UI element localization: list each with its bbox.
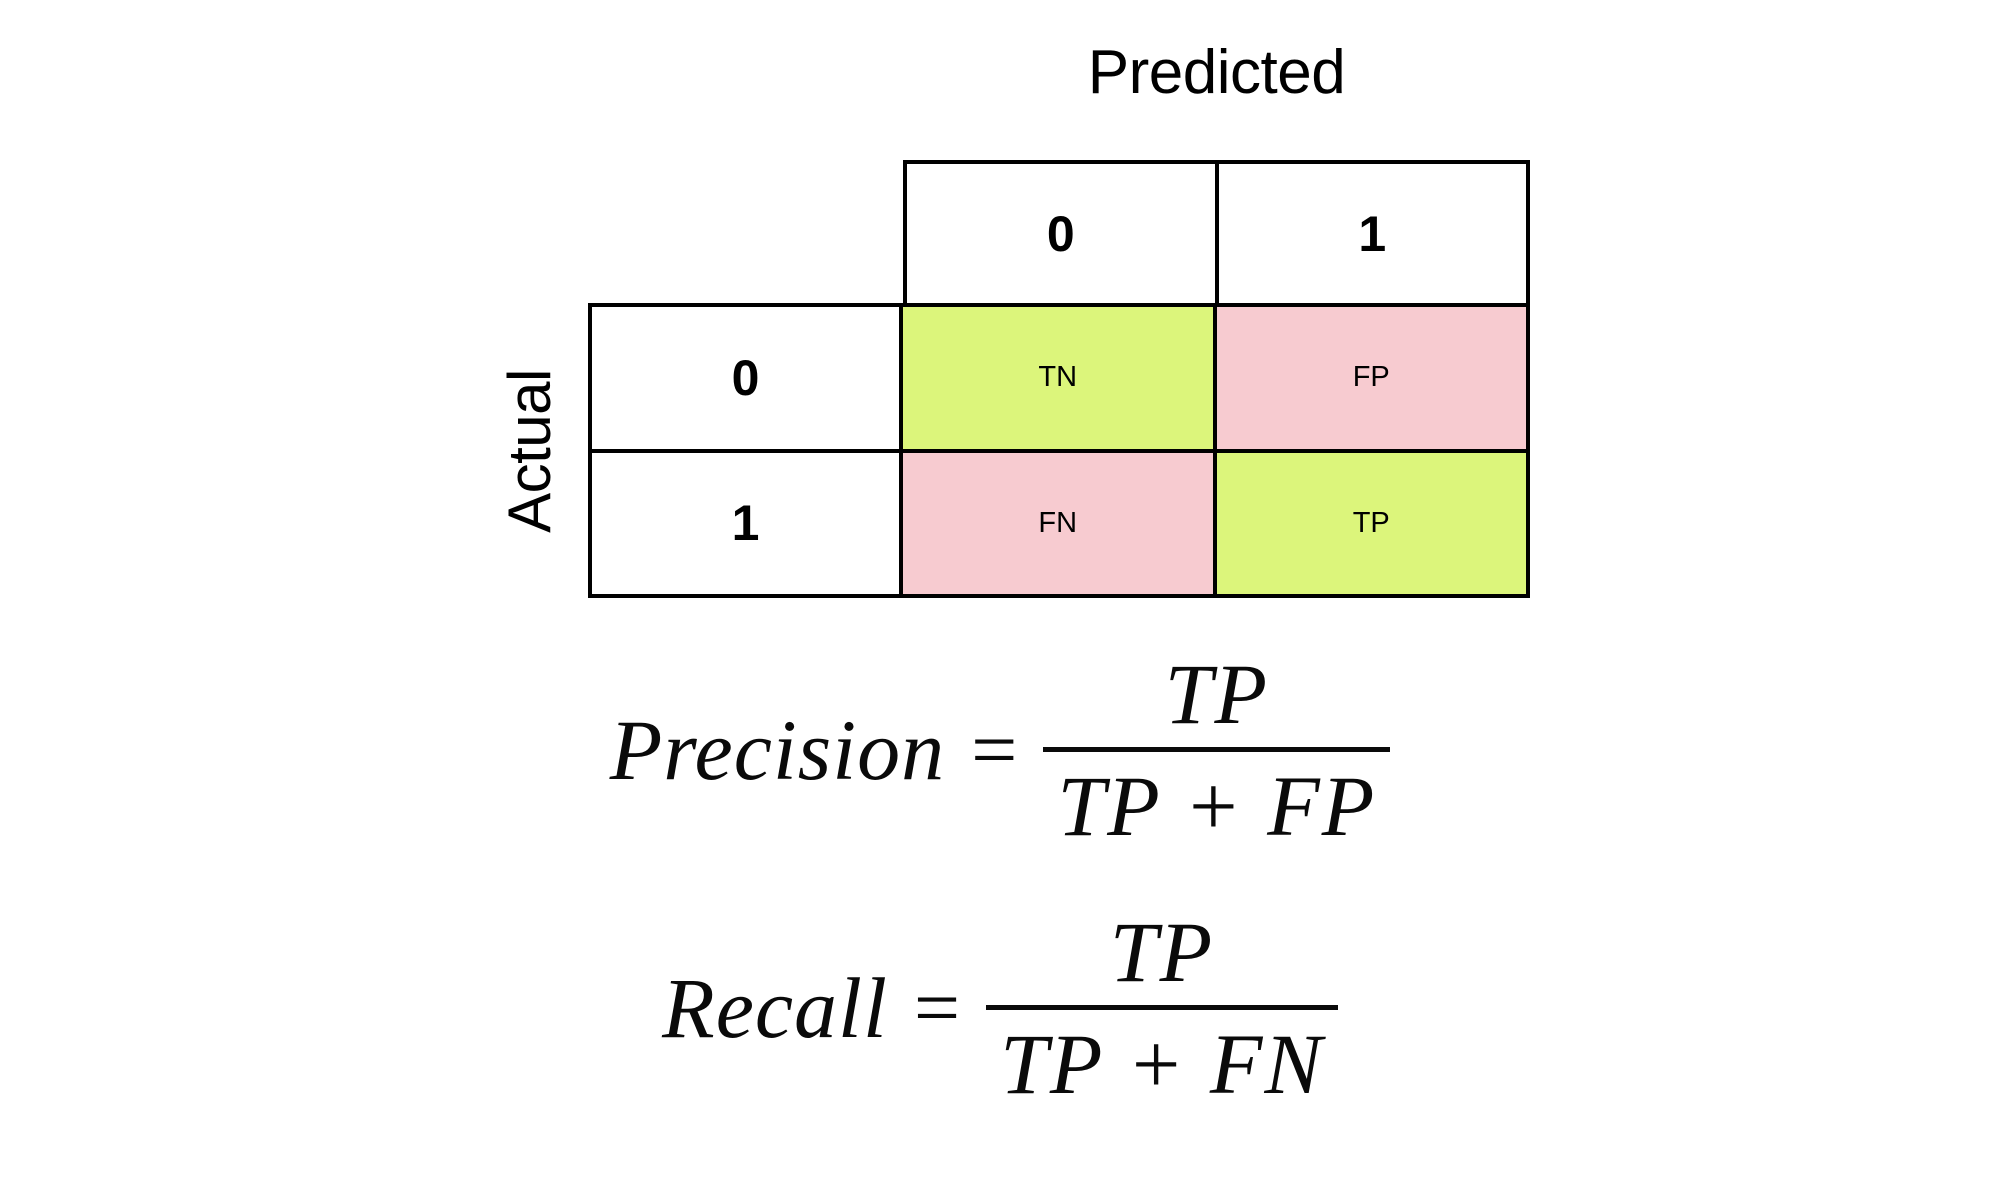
recall-fraction-bar xyxy=(986,1004,1338,1010)
recall-fraction: TP TP + FN xyxy=(986,903,1338,1112)
recall-equals-sign: = xyxy=(913,962,961,1053)
precision-equals-sign: = xyxy=(971,704,1018,795)
cell-false-negative: FN xyxy=(903,452,1213,594)
matrix-row-actual-0: 0 TN FP xyxy=(592,307,1526,449)
predicted-header-row: 0 1 xyxy=(903,160,1530,303)
predicted-header-0: 0 xyxy=(907,164,1215,303)
precision-formula: Precision = TP TP + FP xyxy=(0,620,2000,880)
confusion-matrix-figure: Predicted Actual 0 1 0 TN FP 1 FN TP xyxy=(492,38,1530,598)
precision-denominator: TP + FP xyxy=(1057,757,1377,854)
actual-header-0: 0 xyxy=(592,307,903,449)
predicted-header-1: 1 xyxy=(1214,164,1526,303)
actual-header-1: 1 xyxy=(592,452,903,594)
actual-axis-title-wrapper: Actual xyxy=(492,303,568,598)
precision-numerator: TP xyxy=(1164,645,1270,742)
predicted-axis-title: Predicted xyxy=(1087,38,1346,107)
confusion-matrix-body: 0 TN FP 1 FN TP xyxy=(588,303,1530,598)
recall-formula-label: Recall xyxy=(662,960,888,1056)
recall-formula: Recall = TP TP + FN xyxy=(0,878,2000,1138)
cell-true-negative: TN xyxy=(903,307,1213,449)
precision-fraction-bar xyxy=(1043,746,1391,752)
cell-true-positive: TP xyxy=(1212,452,1526,594)
recall-numerator: TP xyxy=(1109,903,1215,1000)
actual-axis-title: Actual xyxy=(496,368,564,533)
cell-false-positive: FP xyxy=(1212,307,1526,449)
precision-formula-label: Precision xyxy=(609,702,946,798)
metric-formulas: Precision = TP TP + FP Recall = TP TP + … xyxy=(0,620,2000,1200)
matrix-row-actual-1: 1 FN TP xyxy=(592,448,1526,594)
recall-denominator: TP + FN xyxy=(1000,1015,1324,1112)
precision-fraction: TP TP + FP xyxy=(1043,645,1391,854)
